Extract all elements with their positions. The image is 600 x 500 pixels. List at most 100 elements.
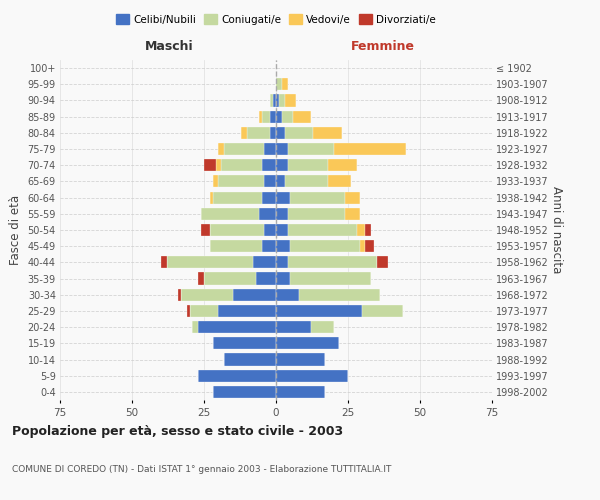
Bar — [218, 176, 265, 188]
Bar — [178, 288, 181, 301]
Bar — [282, 110, 293, 122]
Bar — [276, 127, 284, 139]
Bar — [276, 78, 282, 90]
Bar — [161, 256, 167, 268]
Bar — [279, 94, 284, 106]
Bar — [181, 288, 233, 301]
Bar — [276, 208, 287, 220]
Bar — [262, 192, 276, 203]
Bar — [215, 159, 221, 172]
Bar — [276, 159, 287, 172]
Bar — [287, 224, 356, 236]
Bar — [287, 159, 328, 172]
Bar — [253, 256, 276, 268]
Bar — [284, 127, 313, 139]
Bar — [276, 321, 311, 333]
Bar — [284, 94, 296, 106]
Bar — [262, 110, 270, 122]
Bar — [201, 224, 210, 236]
Bar — [287, 208, 345, 220]
Bar — [276, 256, 287, 268]
Bar — [262, 159, 276, 172]
Bar — [284, 176, 328, 188]
Bar — [276, 192, 290, 203]
Bar — [293, 110, 311, 122]
Bar — [198, 321, 276, 333]
Bar — [247, 127, 270, 139]
Bar — [276, 386, 325, 398]
Bar — [218, 305, 276, 317]
Bar — [328, 159, 356, 172]
Bar — [334, 143, 406, 155]
Bar — [265, 176, 276, 188]
Bar — [224, 354, 276, 366]
Bar — [290, 272, 371, 284]
Bar — [290, 240, 359, 252]
Bar — [276, 110, 282, 122]
Bar — [212, 386, 276, 398]
Bar — [259, 110, 262, 122]
Bar — [276, 224, 287, 236]
Bar — [241, 127, 247, 139]
Bar — [210, 224, 265, 236]
Bar — [276, 176, 284, 188]
Bar — [276, 94, 279, 106]
Bar — [287, 143, 334, 155]
Text: Maschi: Maschi — [145, 40, 194, 52]
Bar — [365, 224, 371, 236]
Bar — [198, 370, 276, 382]
Bar — [276, 272, 290, 284]
Bar — [270, 127, 276, 139]
Bar — [204, 272, 256, 284]
Bar — [276, 338, 340, 349]
Bar — [212, 338, 276, 349]
Bar — [273, 94, 276, 106]
Bar — [212, 176, 218, 188]
Legend: Celibi/Nubili, Coniugati/e, Vedovi/e, Divorziati/e: Celibi/Nubili, Coniugati/e, Vedovi/e, Di… — [112, 10, 440, 29]
Bar — [259, 208, 276, 220]
Bar — [276, 240, 290, 252]
Bar — [210, 240, 262, 252]
Bar — [187, 305, 190, 317]
Bar — [265, 224, 276, 236]
Bar — [201, 208, 259, 220]
Bar — [190, 305, 218, 317]
Bar — [276, 288, 299, 301]
Bar — [345, 192, 359, 203]
Bar — [282, 78, 287, 90]
Bar — [221, 159, 262, 172]
Bar — [256, 272, 276, 284]
Bar — [276, 305, 362, 317]
Bar — [270, 94, 273, 106]
Bar — [356, 224, 365, 236]
Text: COMUNE DI COREDO (TN) - Dati ISTAT 1° gennaio 2003 - Elaborazione TUTTITALIA.IT: COMUNE DI COREDO (TN) - Dati ISTAT 1° ge… — [12, 465, 391, 474]
Bar — [276, 354, 325, 366]
Bar — [262, 240, 276, 252]
Bar — [218, 143, 224, 155]
Bar — [193, 321, 198, 333]
Bar — [276, 370, 348, 382]
Bar — [328, 176, 351, 188]
Bar — [270, 110, 276, 122]
Bar — [377, 256, 388, 268]
Bar — [359, 240, 365, 252]
Bar — [299, 288, 380, 301]
Y-axis label: Fasce di età: Fasce di età — [9, 195, 22, 265]
Bar — [290, 192, 345, 203]
Bar — [224, 143, 265, 155]
Bar — [362, 305, 403, 317]
Bar — [212, 192, 262, 203]
Bar — [313, 127, 342, 139]
Bar — [311, 321, 334, 333]
Bar — [276, 143, 287, 155]
Text: Popolazione per età, sesso e stato civile - 2003: Popolazione per età, sesso e stato civil… — [12, 425, 343, 438]
Bar — [345, 208, 359, 220]
Bar — [167, 256, 253, 268]
Bar — [210, 192, 212, 203]
Bar — [204, 159, 215, 172]
Bar — [198, 272, 204, 284]
Bar — [365, 240, 374, 252]
Bar — [265, 143, 276, 155]
Y-axis label: Anni di nascita: Anni di nascita — [550, 186, 563, 274]
Bar — [233, 288, 276, 301]
